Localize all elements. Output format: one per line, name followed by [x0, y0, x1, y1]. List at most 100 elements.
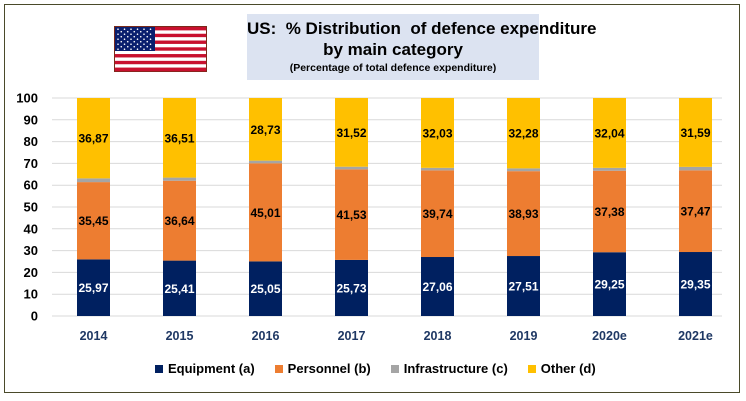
legend-label: Personnel (b) — [287, 361, 371, 376]
flag-star — [130, 28, 132, 30]
flag-star — [117, 38, 119, 40]
data-label: 38,93 — [508, 207, 538, 221]
bar-segment-infrastructure — [507, 168, 540, 172]
data-label: 29,35 — [680, 278, 710, 292]
x-tick-label: 2015 — [166, 329, 194, 343]
flag-star — [133, 45, 136, 48]
flag-star — [117, 48, 119, 50]
data-label: 27,06 — [422, 280, 452, 294]
y-tick-label: 10 — [24, 287, 38, 302]
flag-star — [123, 38, 126, 40]
data-label: 35,45 — [78, 214, 108, 228]
flag-star — [136, 43, 139, 45]
flag-star — [143, 48, 145, 50]
x-tick-label: 2020e — [592, 329, 627, 343]
bar-segment-other — [249, 98, 282, 161]
us-flag-icon — [114, 26, 207, 72]
x-tick-label: 2014 — [80, 329, 108, 343]
legend-label: Equipment (a) — [168, 361, 255, 376]
bar-segment-infrastructure — [249, 160, 282, 164]
flag-stripe — [115, 30, 206, 34]
bar-segment-personnel — [421, 170, 454, 258]
y-tick-label: 60 — [24, 178, 38, 193]
flag-star — [120, 40, 123, 43]
flag-star — [146, 45, 149, 48]
bar-segment-personnel — [77, 182, 110, 260]
flag-star — [130, 43, 132, 45]
flag-star — [149, 43, 152, 45]
flag-star — [130, 33, 132, 35]
flag-stripe — [115, 43, 206, 48]
bar-segment-other — [507, 98, 540, 169]
data-label: 31,52 — [336, 126, 366, 140]
y-tick-label: 80 — [24, 134, 38, 149]
flag-star — [149, 48, 152, 50]
legend-item: Infrastructure (c) — [390, 361, 508, 376]
legend: Equipment (a) Personnel (b) Infrastructure… — [155, 361, 596, 376]
flag-stripe — [115, 64, 206, 68]
bar-segment-equipment — [163, 260, 196, 316]
flag-stripe — [115, 50, 206, 55]
bar-segment-equipment — [507, 256, 540, 316]
flag-star — [123, 43, 126, 45]
data-label: 25,97 — [78, 281, 108, 295]
bar-segment-other — [163, 98, 196, 178]
flag-star — [136, 48, 139, 50]
flag-star — [123, 28, 126, 30]
bar-segment-infrastructure — [335, 166, 368, 170]
data-label: 39,74 — [422, 207, 452, 221]
y-tick-label: 90 — [24, 112, 38, 127]
bar-segment-other — [421, 98, 454, 168]
legend-label: Other (d) — [540, 361, 596, 376]
legend-swatch — [390, 364, 399, 373]
x-tick-label: 2021e — [678, 329, 713, 343]
bar-segment-other — [335, 98, 368, 167]
flag-stripe — [115, 33, 206, 38]
y-tick-label: 70 — [24, 156, 38, 171]
legend-swatch — [274, 364, 283, 373]
data-label: 37,38 — [594, 205, 624, 219]
data-label: 36,64 — [164, 214, 194, 228]
flag-star — [117, 43, 119, 45]
bar-segment-equipment — [593, 252, 626, 316]
data-label: 37,47 — [680, 205, 710, 219]
bar-segment-infrastructure — [593, 167, 626, 171]
y-tick-label: 40 — [24, 221, 38, 236]
flag-star — [143, 38, 145, 40]
data-label: 28,73 — [250, 123, 280, 137]
flag-star — [133, 35, 136, 38]
bar-segment-personnel — [335, 169, 368, 260]
flag-stripe — [115, 67, 206, 72]
bar-segment-equipment — [335, 259, 368, 316]
y-tick-label: 20 — [24, 265, 38, 280]
data-label: 36,87 — [78, 132, 108, 146]
flag-star — [133, 40, 136, 43]
flag-stripe — [115, 60, 206, 65]
bar-segment-equipment — [249, 261, 282, 316]
bar-segment-infrastructure — [421, 167, 454, 171]
flag-star — [139, 40, 142, 43]
flag-star — [120, 35, 123, 38]
flag-stripe — [115, 47, 206, 51]
flag-stripe — [115, 27, 206, 31]
legend-item: Personnel (b) — [274, 361, 371, 376]
flag-star — [123, 33, 126, 35]
data-label: 29,25 — [594, 278, 624, 292]
y-axis-ticks: 0 10 20 30 40 50 60 70 80 90 100 — [16, 91, 38, 324]
flag-star — [126, 30, 129, 33]
flag-star — [117, 28, 119, 30]
flag-star — [143, 28, 145, 30]
bar-segment-infrastructure — [163, 177, 196, 181]
flag-star — [146, 35, 149, 38]
bar-segment-personnel — [507, 171, 540, 257]
data-label: 25,41 — [164, 282, 194, 296]
flag-star — [130, 38, 132, 40]
flag-star — [139, 35, 142, 38]
x-tick-label: 2018 — [424, 329, 452, 343]
bar-segment-equipment — [679, 252, 712, 316]
flag-star — [126, 35, 129, 38]
flag-star — [149, 28, 152, 30]
chart-subtitle: (Percentage of total defence expenditure… — [289, 62, 497, 74]
us-flag-graphic — [114, 26, 207, 72]
